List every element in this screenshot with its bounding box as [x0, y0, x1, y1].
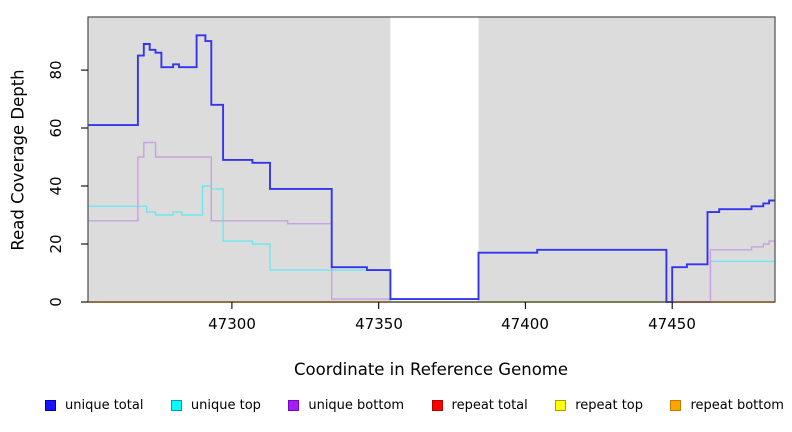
- legend-item-repeat-total: repeat total: [431, 398, 528, 413]
- plot-border: [87, 16, 776, 303]
- y-axis-title: Read Coverage Depth: [8, 69, 28, 251]
- legend-label: repeat total: [451, 398, 528, 413]
- x-tick-label: 47350: [355, 315, 403, 333]
- y-tick-label: 20: [47, 234, 65, 254]
- y-tick-label: 0: [47, 297, 65, 307]
- repeat-bottom-swatch-icon: [670, 400, 682, 411]
- unique-top-swatch-icon: [170, 400, 182, 411]
- legend-item-unique-bottom: unique bottom: [288, 398, 404, 413]
- series-line-unique-bottom: [709, 240, 775, 302]
- legend-label: unique top: [190, 398, 261, 413]
- series-line-unique-total: [88, 34, 775, 303]
- y-tick-label: 60: [47, 118, 65, 138]
- unique-bottom-swatch-icon: [288, 400, 300, 411]
- series-line-unique-top: [88, 185, 392, 302]
- legend-item-unique-top: unique top: [170, 398, 261, 413]
- legend-label: unique total: [65, 398, 144, 413]
- x-tick-label: 47300: [208, 315, 256, 333]
- masked-region: [390, 17, 479, 302]
- repeat-top-swatch-icon: [555, 400, 567, 411]
- legend: unique total unique top unique bottom re…: [45, 398, 784, 413]
- repeat-total-swatch-icon: [431, 400, 443, 411]
- unique-total-swatch-icon: [45, 400, 56, 411]
- y-tick-label: 80: [47, 60, 65, 80]
- legend-label: unique bottom: [308, 398, 405, 413]
- x-axis-title: Coordinate in Reference Genome: [293, 360, 569, 379]
- y-tick-label: 40: [47, 176, 65, 196]
- legend-item-unique-total: unique total: [45, 398, 143, 413]
- legend-item-repeat-bottom: repeat bottom: [670, 398, 784, 413]
- series-line-unique-bottom: [88, 141, 480, 302]
- legend-label: repeat bottom: [690, 398, 784, 413]
- x-tick-label: 47400: [501, 315, 549, 333]
- legend-item-repeat-top: repeat top: [555, 398, 643, 413]
- x-tick-label: 47450: [648, 315, 696, 333]
- legend-label: repeat top: [575, 398, 643, 413]
